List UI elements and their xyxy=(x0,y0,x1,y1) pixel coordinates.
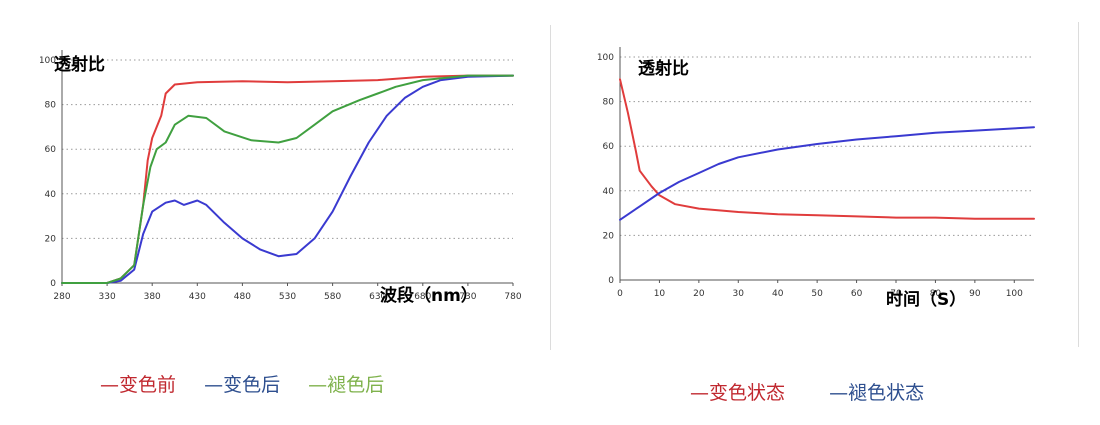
x-tick-label: 580 xyxy=(324,292,341,302)
time-chart: 0 20 40 60 80 100 0 10 20 30 40 50 60 70 80 90 100 透射比时间（… xyxy=(597,47,1035,310)
x-tick-label: 780 xyxy=(504,292,521,302)
y-tick-label: 40 xyxy=(603,187,615,197)
y-tick-label: 20 xyxy=(45,234,57,244)
spectrum-legend: —变色前 —变色后 —褪色后 xyxy=(100,370,406,397)
x-tick-label: 40 xyxy=(772,289,784,299)
time-chart-panel: 0 20 40 60 80 100 0 10 20 30 40 50 60 70 80 90 100 透射比时间（… xyxy=(578,22,1079,347)
y-tick-label: 0 xyxy=(608,276,614,286)
x-tick-label: 530 xyxy=(279,292,296,302)
x-tick-label: 680 xyxy=(414,292,431,302)
y-tick-label: 60 xyxy=(603,142,615,152)
series-line-before xyxy=(61,74,514,284)
y-tick-label: 100 xyxy=(40,56,56,66)
x-tick-label: 330 xyxy=(99,292,116,302)
y-tick-label: 0 xyxy=(50,279,56,289)
series-line-colored-state xyxy=(619,78,1035,220)
x-tick-label: 730 xyxy=(459,292,476,302)
legend-entry-faded: —褪色后 xyxy=(308,374,385,396)
x-tick-label: 280 xyxy=(53,292,70,302)
x-axis-label: 波段（nm） xyxy=(380,285,478,306)
y-tick-label: 100 xyxy=(597,53,614,63)
x-axis-label: 时间（S） xyxy=(886,289,966,310)
series-line-faded-state xyxy=(619,126,1035,221)
spectrum-chart: 0 20 40 60 80 100 280 330 380 430 480 530 580 630 680 7… xyxy=(40,50,522,306)
x-tick-label: 70 xyxy=(890,289,902,299)
series-line-faded xyxy=(61,74,514,284)
legend-entry-after: —变色后 xyxy=(204,374,281,396)
y-tick-label: 80 xyxy=(45,101,57,111)
x-tick-label: 90 xyxy=(969,289,981,299)
x-tick-label: 480 xyxy=(234,292,251,302)
x-tick-label: 380 xyxy=(144,292,161,302)
legend-entry-faded-state: —褪色状态 xyxy=(829,382,925,404)
x-tick-label: 430 xyxy=(189,292,206,302)
y-tick-label: 80 xyxy=(603,98,615,108)
x-tick-label: 20 xyxy=(693,289,705,299)
legend-entry-before: —变色前 xyxy=(100,374,177,396)
x-tick-label: 50 xyxy=(811,289,823,299)
x-tick-label: 30 xyxy=(733,289,745,299)
series-line-after xyxy=(61,74,514,284)
y-tick-label: 60 xyxy=(45,145,57,155)
y-tick-label: 20 xyxy=(603,231,615,241)
y-tick-label: 40 xyxy=(45,190,57,200)
x-tick-label: 80 xyxy=(930,289,942,299)
y-axis-label: 透射比 xyxy=(54,54,105,75)
time-legend: —变色状态 —褪色状态 xyxy=(690,378,946,405)
x-tick-label: 10 xyxy=(654,289,666,299)
y-axis-label: 透射比 xyxy=(638,58,689,79)
spectrum-chart-panel: 0 20 40 60 80 100 280 330 380 430 480 530 580 630 680 7… xyxy=(40,25,551,350)
x-tick-label: 60 xyxy=(851,289,863,299)
x-tick-label: 100 xyxy=(1006,289,1023,299)
legend-entry-colored-state: —变色状态 xyxy=(690,382,786,404)
x-tick-label: 630 xyxy=(369,292,386,302)
x-tick-label: 0 xyxy=(617,289,623,299)
